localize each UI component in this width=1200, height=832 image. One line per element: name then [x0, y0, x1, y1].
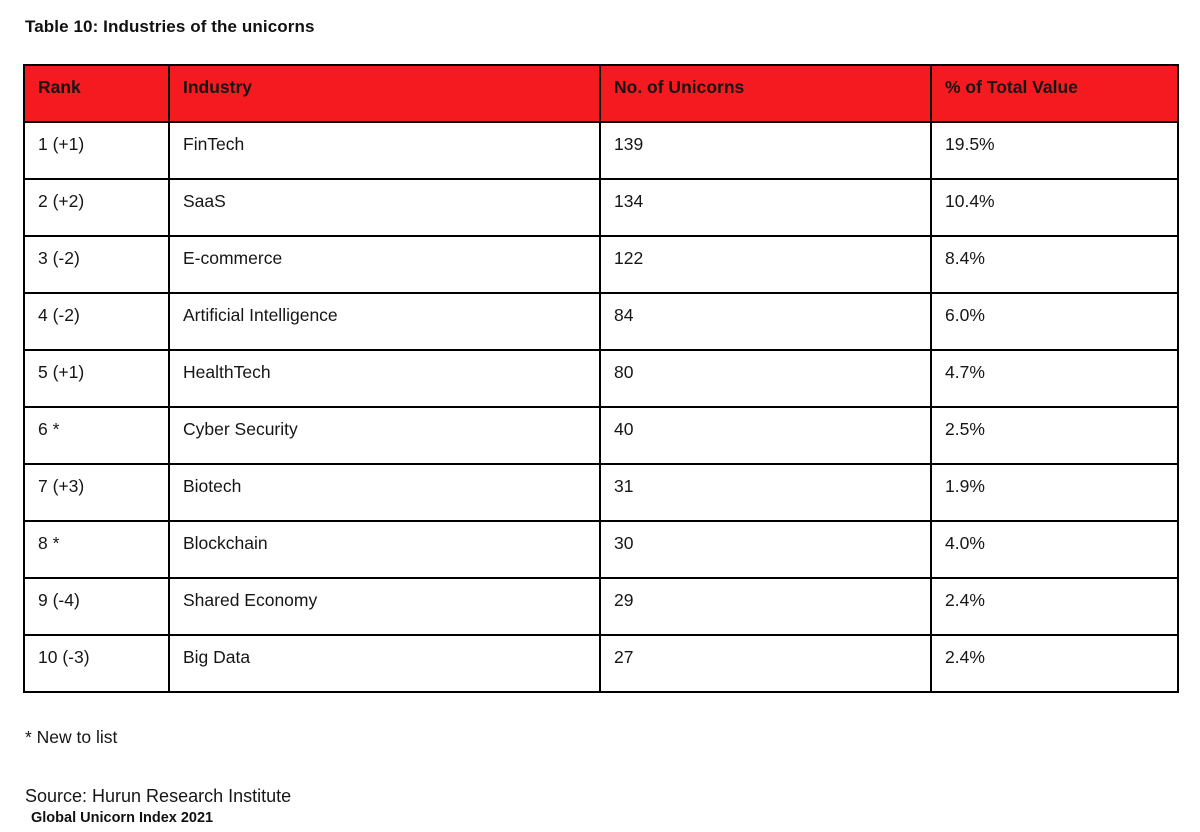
industry-cell: SaaS: [168, 178, 601, 237]
pct-cell: 4.0%: [930, 520, 1179, 579]
rank-cell: 6 *: [23, 406, 170, 465]
pct-cell: 19.5%: [930, 121, 1179, 180]
pct-cell: 2.4%: [930, 577, 1179, 636]
unicorns-cell: 122: [599, 235, 932, 294]
unicorn-industries-table: Rank Industry No. of Unicorns % of Total…: [23, 64, 1179, 693]
industry-cell: Shared Economy: [168, 577, 601, 636]
rank-cell: 3 (-2): [23, 235, 170, 294]
header-cell-unicorns: No. of Unicorns: [599, 64, 932, 123]
rank-cell: 8 *: [23, 520, 170, 579]
source-line: Source: Hurun Research Institute: [25, 786, 292, 806]
pct-cell: 4.7%: [930, 349, 1179, 408]
table-row: 7 (+3) Biotech 31 1.9%: [23, 463, 1179, 522]
footnote-new-to-list: * New to list: [25, 727, 118, 747]
pct-cell: 6.0%: [930, 292, 1179, 351]
pct-cell: 8.4%: [930, 235, 1179, 294]
pct-cell: 1.9%: [930, 463, 1179, 522]
header-cell-rank: Rank: [23, 64, 170, 123]
pct-cell: 2.5%: [930, 406, 1179, 465]
industry-cell: E-commerce: [168, 235, 601, 294]
unicorns-cell: 40: [599, 406, 932, 465]
header-cell-pct: % of Total Value: [930, 64, 1179, 123]
table-row: 2 (+2) SaaS 134 10.4%: [23, 178, 1179, 237]
unicorns-cell: 29: [599, 577, 932, 636]
rank-cell: 9 (-4): [23, 577, 170, 636]
pct-cell: 2.4%: [930, 634, 1179, 693]
unicorns-cell: 30: [599, 520, 932, 579]
header-cell-industry: Industry: [168, 64, 601, 123]
table-row: 9 (-4) Shared Economy 29 2.4%: [23, 577, 1179, 636]
industry-cell: FinTech: [168, 121, 601, 180]
unicorns-cell: 80: [599, 349, 932, 408]
table-row: 5 (+1) HealthTech 80 4.7%: [23, 349, 1179, 408]
pct-cell: 10.4%: [930, 178, 1179, 237]
index-label: Global Unicorn Index 2021: [31, 810, 214, 826]
rank-cell: 7 (+3): [23, 463, 170, 522]
table-row: 6 * Cyber Security 40 2.5%: [23, 406, 1179, 465]
unicorns-cell: 139: [599, 121, 932, 180]
industry-cell: Blockchain: [168, 520, 601, 579]
table-row: 8 * Blockchain 30 4.0%: [23, 520, 1179, 579]
rank-cell: 10 (-3): [23, 634, 170, 693]
table-row: 1 (+1) FinTech 139 19.5%: [23, 121, 1179, 180]
table-header-row: Rank Industry No. of Unicorns % of Total…: [23, 64, 1179, 123]
industry-cell: Cyber Security: [168, 406, 601, 465]
industry-cell: HealthTech: [168, 349, 601, 408]
industry-cell: Artificial Intelligence: [168, 292, 601, 351]
rank-cell: 1 (+1): [23, 121, 170, 180]
unicorns-cell: 31: [599, 463, 932, 522]
industry-cell: Big Data: [168, 634, 601, 693]
rank-cell: 5 (+1): [23, 349, 170, 408]
unicorns-cell: 27: [599, 634, 932, 693]
table-row: 4 (-2) Artificial Intelligence 84 6.0%: [23, 292, 1179, 351]
rank-cell: 2 (+2): [23, 178, 170, 237]
table-row: 10 (-3) Big Data 27 2.4%: [23, 634, 1179, 693]
unicorns-cell: 134: [599, 178, 932, 237]
unicorns-cell: 84: [599, 292, 932, 351]
rank-cell: 4 (-2): [23, 292, 170, 351]
page-title: Table 10: Industries of the unicorns: [25, 17, 315, 36]
industry-cell: Biotech: [168, 463, 601, 522]
table-row: 3 (-2) E-commerce 122 8.4%: [23, 235, 1179, 294]
